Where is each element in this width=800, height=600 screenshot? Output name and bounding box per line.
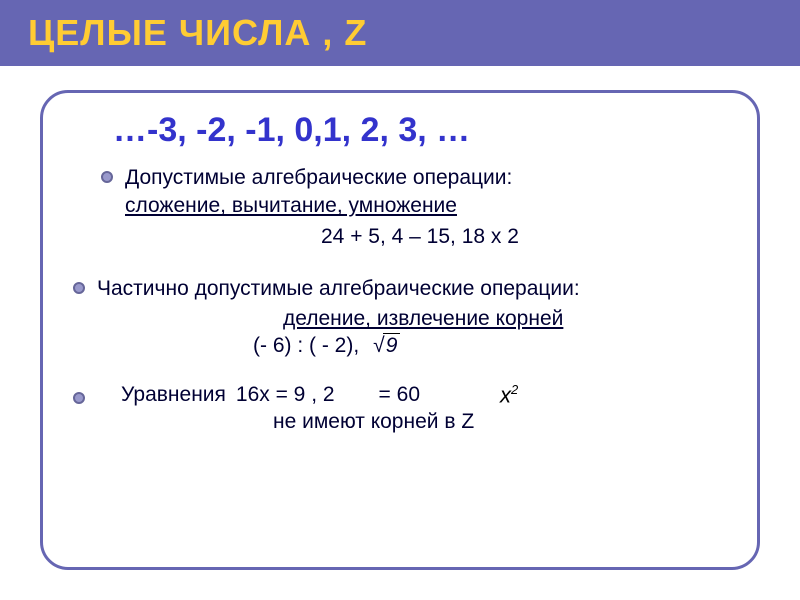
equation-part1: 16х = 9 , 2 — [236, 383, 335, 407]
equations-label: Уравнения — [121, 383, 226, 407]
section-partial-ops: Частично допустимые алгебраические опера… — [73, 275, 727, 358]
sqrt-radicand: 9 — [383, 333, 401, 357]
bullet-icon — [73, 392, 85, 404]
allowed-ops-examples: 24 + 5, 4 – 15, 18 х 2 — [321, 223, 727, 251]
section-allowed-ops: Допустимые алгебраические операции: слож… — [101, 164, 727, 251]
equation-part2: = 60 — [379, 383, 420, 407]
bullet-icon — [73, 282, 85, 294]
bullet-icon — [101, 171, 113, 183]
allowed-ops-heading-text: Допустимые алгебраические операции: — [125, 166, 512, 189]
division-example: (- 6) : ( - 2), — [253, 334, 359, 358]
partial-ops-heading: Частично допустимые алгебраические опера… — [97, 275, 580, 303]
integer-sequence: …-3, -2, -1, 0,1, 2, 3, … — [113, 111, 727, 150]
allowed-ops-list: сложение, вычитание, умножение — [125, 192, 512, 220]
x-squared: x2 — [500, 382, 518, 408]
x-base: x — [500, 382, 511, 407]
section-equations: Уравнения 16х = 9 , 2 = 60 x2 не имеют к… — [73, 382, 727, 434]
partial-ops-examples: (- 6) : ( - 2), √9 — [253, 334, 727, 358]
allowed-ops-heading: Допустимые алгебраические операции: — [125, 164, 512, 192]
x-exponent: 2 — [511, 382, 518, 397]
content-frame: …-3, -2, -1, 0,1, 2, 3, … Допустимые алг… — [40, 90, 760, 570]
sqrt-expression: √9 — [373, 334, 400, 358]
slide-title: ЦЕЛЫЕ ЧИСЛА , Z — [0, 0, 800, 66]
no-roots-statement: не имеют корней в Z — [273, 410, 727, 434]
partial-ops-list: деление, извлечение корней — [283, 305, 727, 333]
